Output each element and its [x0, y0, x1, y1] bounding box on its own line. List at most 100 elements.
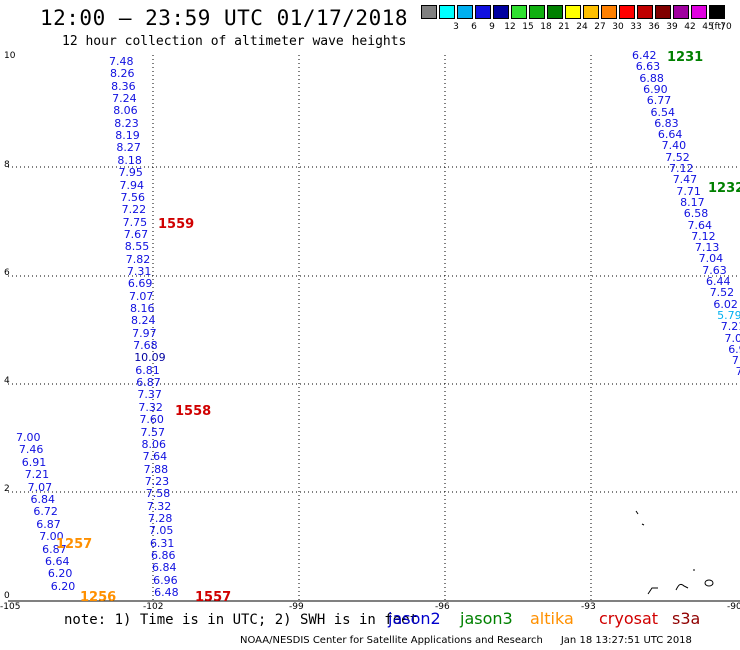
wave-height-value: 6.02: [713, 297, 738, 311]
longitude-tick-label: -99: [289, 602, 304, 612]
wave-height-value: 7.24: [112, 92, 137, 106]
wave-height-value: 8.16: [130, 302, 155, 315]
wave-height-value: 7.60: [139, 413, 164, 427]
wave-height-value: 6.69: [127, 277, 153, 291]
legend-swatch-label: 45: [702, 22, 714, 32]
wave-height-value: 6.20: [50, 579, 76, 593]
wave-height-value: 5.79: [717, 308, 740, 322]
legend-swatch-label: 36: [648, 22, 660, 32]
wave-height-value: 6.44: [706, 275, 731, 288]
latitude-tick-label: 0: [4, 591, 10, 601]
wave-height-value: 7.09: [724, 331, 740, 345]
wave-height-value: 7.63: [702, 263, 727, 277]
legend-swatch-label: 39: [666, 22, 678, 32]
page-subtitle: 12 hour collection of altimeter wave hei…: [62, 34, 407, 49]
legend-swatch-label: 18: [540, 22, 552, 32]
wave-height-value: 7.32: [138, 400, 163, 414]
latitude-tick-label: 4: [4, 376, 10, 386]
legend-swatch: [619, 5, 635, 19]
legend-swatch: [691, 5, 707, 19]
wave-height-value: 8.27: [116, 141, 141, 155]
latitude-tick-label: 6: [4, 268, 10, 278]
pass-time-label: 1232: [708, 181, 740, 196]
longitude-tick-label: -105: [0, 602, 21, 612]
wave-height-value: 8.06: [141, 437, 167, 451]
satellite-name: jason3: [460, 609, 513, 628]
wave-height-value: 6.63: [635, 60, 661, 74]
wave-height-value: 8.23: [114, 116, 139, 130]
wave-height-value: 6.31: [149, 536, 175, 550]
wave-height-value: 6.88: [639, 71, 664, 85]
wave-height-value: 7.40: [661, 139, 687, 153]
wave-height-value: 8.36: [111, 79, 136, 93]
legend-swatch: [709, 5, 725, 19]
legend-swatch-label: 6: [471, 22, 477, 32]
legend-swatch: [583, 5, 599, 19]
credit-text: NOAA/NESDIS Center for Satellite Applica…: [240, 635, 543, 646]
satellite-name: cryosat: [599, 609, 659, 628]
latitude-tick-label: 10: [4, 51, 16, 61]
wave-height-value: 6.87: [136, 376, 161, 390]
pass-time-label: 1231: [667, 50, 704, 65]
legend-swatch: [475, 5, 491, 19]
wave-height-value: 6.20: [47, 567, 73, 581]
pass-time-label: 1557: [195, 590, 232, 605]
wave-height-value: 7.52: [709, 286, 735, 300]
satellite-name: s3a: [672, 609, 701, 628]
wave-height-value: 7.28: [147, 511, 173, 525]
wave-height-value: 7.57: [140, 425, 166, 439]
credit-timestamp: Jan 18 13:27:51 UTC 2018: [560, 635, 692, 646]
page-title: 12:00 — 23:59 UTC 01/17/2018: [40, 6, 409, 30]
wave-height-value: 6.42: [632, 49, 657, 62]
longitude-tick-label: -102: [143, 602, 164, 612]
longitude-tick-label: -90: [727, 602, 740, 612]
satellite-name: jason2: [388, 609, 441, 628]
wave-height-value: 6.86: [151, 549, 176, 562]
wave-height-value: 6.87: [42, 542, 67, 556]
wave-height-value: 6.9: [728, 342, 740, 356]
wave-height-value: 7.82: [125, 252, 151, 266]
legend-swatch-label: 12: [504, 22, 516, 32]
pass-time-label: 1558: [175, 404, 212, 419]
satellite-name: altika: [530, 609, 574, 628]
wave-height-value: 6.72: [33, 505, 58, 519]
legend-swatch-label: 30: [612, 22, 624, 32]
credit-line: NOAA/NESDIS Center for Satellite Applica…: [240, 635, 692, 646]
wave-height-value: 7.68: [133, 339, 158, 353]
wave-height-value: 6.64: [657, 128, 683, 142]
wave-height-value: 6.87: [36, 517, 61, 531]
wave-height-value: 8.17: [680, 195, 705, 209]
coastline: [635, 510, 714, 595]
wave-height-value: 7.05: [148, 524, 174, 538]
legend-swatch-label: 15: [522, 22, 534, 32]
wave-height-value: 6.58: [683, 207, 709, 221]
wave-height-value: 7.75: [122, 215, 148, 229]
wave-height-value: 6.81: [135, 363, 160, 377]
wave-height-value: 7.: [735, 365, 740, 379]
wave-height-value: 6.48: [154, 586, 179, 600]
legend-unit: (ft): [711, 22, 725, 32]
wave-height-value: 6.91: [21, 455, 47, 469]
wave-height-value: 7.22: [121, 203, 147, 217]
wave-height-value: 7.32: [146, 499, 172, 513]
wave-height-value: 7.37: [137, 388, 162, 402]
legend-swatch-label: 9: [489, 22, 495, 32]
wave-height-value: 7.12: [691, 229, 716, 243]
pass-time-label: 1559: [158, 217, 195, 232]
wave-height-value: 7.23: [144, 474, 170, 488]
wave-height-value: 6.84: [30, 493, 56, 506]
wave-height-value: 7.46: [18, 443, 44, 457]
wave-height-value: 7.21: [720, 320, 740, 334]
wave-height-value: 10.09: [134, 351, 166, 365]
legend-swatch: [655, 5, 671, 19]
wave-height-value: 7.00: [39, 530, 64, 544]
legend-swatch-label: 24: [576, 22, 588, 32]
wave-height-value: 7.56: [120, 190, 146, 204]
wave-height-value: 7.95: [118, 166, 143, 180]
footer-note: note: 1) Time is in UTC; 2) SWH is in fe…: [64, 612, 419, 628]
wave-height-value: 7.64: [687, 218, 713, 232]
legend-swatch: [637, 5, 653, 19]
wave-height-value: 7.21: [24, 468, 50, 482]
wave-height-value: 8.24: [131, 314, 156, 328]
